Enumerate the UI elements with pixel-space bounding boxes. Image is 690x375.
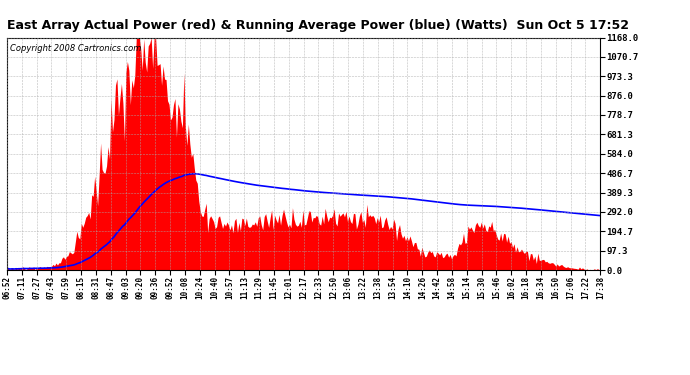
Text: Copyright 2008 Cartronics.com: Copyright 2008 Cartronics.com: [10, 45, 141, 54]
Text: East Array Actual Power (red) & Running Average Power (blue) (Watts)  Sun Oct 5 : East Array Actual Power (red) & Running …: [7, 19, 629, 32]
